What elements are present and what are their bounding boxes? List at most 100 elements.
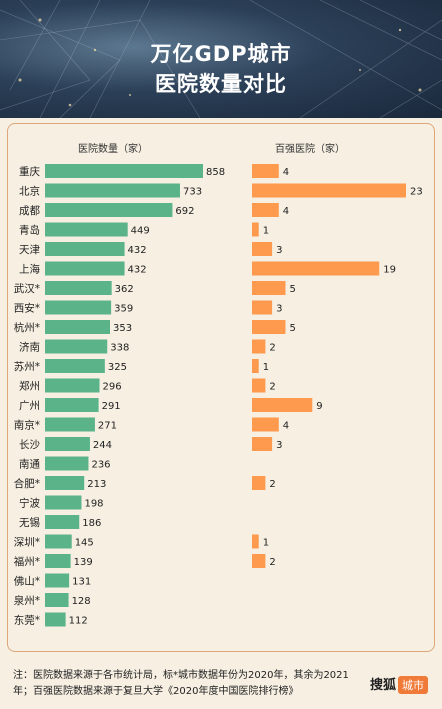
hospital-count-value: 186 (82, 518, 101, 529)
hospital-count-bar (45, 164, 203, 178)
top100-bar (252, 378, 266, 393)
hospital-count-bar (45, 183, 180, 198)
hospital-count-value: 359 (114, 304, 133, 315)
top100-value: 2 (269, 382, 275, 393)
hospital-count-bar (45, 203, 173, 217)
hospital-count-bar (45, 320, 111, 334)
top100-bar (252, 183, 406, 198)
header-banner: 万亿GDP城市 医院数量对比 (0, 0, 442, 118)
top100-bar (252, 398, 313, 412)
hospital-count-value: 244 (93, 440, 112, 451)
brand-badge: 城市 (398, 676, 429, 694)
top100-bar (252, 359, 259, 373)
hospital-count-bar (45, 554, 71, 568)
hospital-count-value: 236 (91, 460, 110, 471)
top100-value: 4 (283, 206, 289, 217)
hospital-count-bar (45, 437, 90, 451)
city-label: 南京* (14, 419, 40, 432)
hospital-count-value: 271 (98, 421, 117, 432)
city-label: 佛山* (14, 575, 40, 588)
city-label: 济南 (19, 341, 40, 354)
city-label: 郑州 (19, 380, 40, 393)
hospital-count-value: 353 (113, 323, 132, 334)
hospital-count-bar (45, 593, 69, 607)
top100-bar (252, 242, 273, 256)
hospital-count-bar (45, 515, 80, 529)
city-label: 南通 (19, 458, 40, 471)
city-label: 深圳* (14, 537, 40, 549)
top100-value: 3 (276, 304, 282, 315)
hospital-count-bar (45, 378, 100, 393)
city-label: 东莞* (14, 614, 40, 627)
hospital-count-value: 432 (128, 265, 147, 276)
brand-logo: 搜狐 城市 (370, 674, 429, 694)
hospital-count-value: 139 (74, 557, 93, 568)
top100-value: 19 (383, 265, 396, 276)
top100-bar (252, 320, 286, 334)
top100-value: 2 (269, 557, 275, 568)
top100-value: 3 (276, 440, 282, 451)
top100-bar (252, 300, 273, 315)
city-label: 重庆 (19, 165, 40, 178)
hospital-count-value: 432 (128, 245, 147, 256)
city-label: 无锡 (19, 516, 40, 529)
city-label: 天津 (19, 244, 40, 256)
top100-column-header: 百强医院（家） (275, 144, 345, 155)
city-label: 杭州* (14, 321, 40, 334)
hospital-count-column-header: 医院数量（家） (78, 144, 148, 155)
hospital-count-value: 362 (115, 284, 134, 295)
hospital-count-value: 112 (69, 616, 88, 627)
hospital-count-value: 296 (103, 382, 122, 393)
network-background-graphic (0, 0, 442, 118)
city-label: 宁波 (19, 497, 40, 510)
top100-bar (252, 222, 259, 237)
top100-value: 3 (276, 245, 282, 256)
hospital-count-value: 692 (175, 206, 194, 217)
hospital-count-bar (45, 339, 108, 354)
hospital-count-bar (45, 242, 125, 256)
top100-value: 9 (316, 401, 322, 412)
city-label: 青岛 (19, 224, 40, 237)
chart-title-line2: 医院数量对比 (155, 72, 287, 96)
city-label: 福州* (14, 555, 40, 568)
city-label: 合肥* (14, 477, 40, 490)
top100-value: 23 (410, 187, 423, 198)
hospital-count-bar (45, 573, 70, 588)
top100-bar (252, 417, 279, 432)
hospital-count-bar (45, 534, 72, 549)
hospital-count-bar (45, 222, 128, 237)
hospital-count-bar (45, 456, 89, 471)
city-label: 苏州* (14, 360, 40, 373)
hospital-count-value: 449 (131, 226, 150, 237)
brand-name: 搜狐 (370, 678, 397, 693)
top100-value: 5 (289, 323, 295, 334)
top100-bar (252, 164, 279, 178)
city-label: 广州 (19, 400, 40, 412)
top100-value: 1 (263, 226, 269, 237)
hospital-count-value: 145 (75, 538, 94, 549)
hospital-count-bar (45, 359, 105, 373)
hospital-count-bar (45, 476, 85, 490)
hospital-count-bar (45, 495, 82, 510)
hospital-count-value: 131 (72, 577, 91, 588)
top100-value: 5 (289, 284, 295, 295)
chart-title-line1: 万亿GDP城市 (150, 42, 292, 66)
city-label: 上海 (19, 263, 40, 276)
hospital-count-bar (45, 261, 125, 276)
hospital-count-value: 291 (102, 401, 121, 412)
city-label: 长沙 (19, 439, 40, 451)
city-label: 泉州* (14, 594, 40, 607)
hospital-count-value: 213 (87, 479, 106, 490)
top100-value: 2 (269, 343, 275, 354)
hospital-count-value: 325 (108, 362, 127, 373)
top100-bar (252, 261, 380, 276)
hospital-count-value: 858 (206, 167, 225, 178)
city-label: 西安* (14, 302, 40, 315)
hospital-count-bar (45, 417, 95, 432)
top100-bar (252, 476, 266, 490)
hospital-count-value: 198 (84, 499, 103, 510)
top100-value: 4 (283, 167, 289, 178)
city-label: 成都 (19, 205, 40, 217)
hospital-count-bar (45, 612, 66, 627)
